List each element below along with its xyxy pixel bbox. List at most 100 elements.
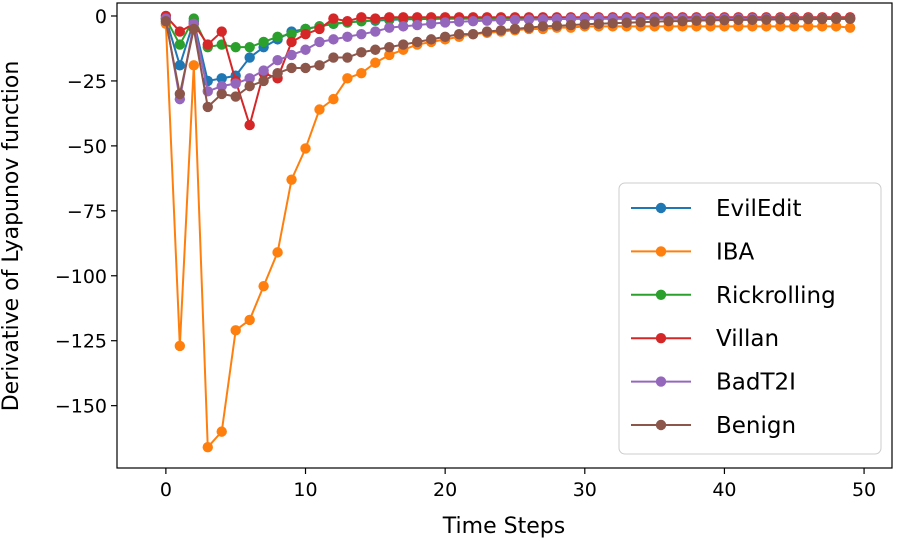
data-point-iba: [202, 442, 213, 453]
data-point-benign: [816, 13, 828, 25]
legend-label-benign: Benign: [716, 413, 796, 439]
y-tick-label: −50: [67, 136, 107, 158]
data-point-iba: [314, 104, 325, 115]
legend-label-rickrolling: Rickrolling: [716, 283, 836, 309]
data-point-rickrolling: [286, 28, 297, 40]
data-point-iba: [216, 426, 227, 437]
data-point-iba: [384, 49, 395, 61]
data-point-villan: [356, 12, 367, 23]
data-point-iba: [272, 247, 283, 258]
legend-marker-badt2i: [655, 376, 667, 387]
y-axis-title: Derivative of Lyapunov function: [0, 61, 24, 412]
data-point-benign: [398, 39, 409, 50]
x-tick-label: 0: [160, 479, 172, 501]
data-point-badt2i: [286, 49, 297, 61]
y-tick-label: −125: [55, 331, 107, 353]
y-tick-label: −150: [55, 396, 107, 418]
data-point-villan: [412, 12, 423, 23]
data-point-benign: [607, 18, 618, 29]
data-point-benign: [453, 28, 465, 40]
legend-marker-benign: [655, 419, 667, 431]
data-point-benign: [160, 15, 172, 27]
data-point-benign: [830, 13, 842, 25]
data-point-benign: [789, 14, 800, 25]
data-point-benign: [174, 88, 186, 100]
data-point-iba: [300, 143, 311, 154]
data-point-benign: [258, 75, 269, 87]
data-point-benign: [523, 22, 535, 33]
data-point-iba: [830, 21, 842, 32]
data-point-badt2i: [258, 65, 269, 76]
data-point-badt2i: [425, 18, 437, 29]
data-point-benign: [663, 15, 674, 27]
data-point-villan: [202, 39, 213, 50]
data-point-rickrolling: [230, 41, 241, 53]
legend-marker-eviledit: [655, 202, 667, 214]
data-point-benign: [565, 19, 577, 31]
data-point-benign: [775, 14, 786, 25]
data-point-benign: [747, 14, 758, 26]
data-point-benign: [272, 67, 283, 79]
data-point-badt2i: [481, 15, 493, 26]
data-point-villan: [216, 26, 227, 37]
data-point-villan: [300, 28, 311, 40]
data-point-badt2i: [272, 54, 283, 66]
data-point-badt2i: [495, 14, 507, 26]
data-point-iba: [803, 21, 814, 32]
data-point-rickrolling: [272, 31, 283, 42]
data-point-benign: [384, 41, 395, 53]
data-point-benign: [803, 13, 814, 25]
data-point-badt2i: [453, 16, 465, 27]
data-point-benign: [495, 25, 507, 36]
data-point-villan: [314, 23, 325, 35]
data-point-iba: [174, 340, 186, 352]
data-point-badt2i: [467, 15, 479, 27]
data-point-iba: [356, 67, 367, 79]
data-point-benign: [188, 23, 200, 35]
legend-marker-iba: [655, 246, 667, 257]
data-point-benign: [286, 62, 297, 74]
data-point-villan: [398, 12, 409, 23]
data-point-benign: [733, 14, 744, 26]
legend-marker-villan: [655, 333, 667, 344]
data-point-benign: [412, 36, 423, 48]
series-benign: [160, 13, 856, 113]
data-point-badt2i: [244, 73, 255, 84]
data-point-eviledit: [244, 52, 255, 63]
data-point-benign: [342, 52, 353, 63]
plot-frame: [116, 2, 893, 469]
data-point-iba: [244, 314, 255, 326]
legend-label-eviledit: EvilEdit: [716, 196, 801, 222]
data-point-benign: [677, 15, 688, 27]
data-point-iba: [286, 174, 297, 185]
x-tick-label: 30: [573, 479, 597, 501]
data-point-villan: [174, 26, 186, 37]
data-point-benign: [300, 62, 311, 74]
data-point-benign: [481, 26, 493, 37]
data-point-badt2i: [342, 31, 353, 42]
series-layer: [160, 10, 856, 453]
y-tick-label: −25: [67, 71, 107, 93]
axes-layer: 0 10 20 30 40 50 0 −25 −50 −75 −100 −125 −150: [55, 6, 876, 501]
data-point-benign: [356, 47, 367, 58]
data-point-benign: [537, 21, 549, 32]
data-point-benign: [202, 101, 213, 113]
data-point-badt2i: [412, 19, 423, 31]
data-point-benign: [761, 14, 772, 25]
data-point-villan: [244, 119, 255, 131]
data-point-iba: [258, 280, 269, 292]
data-point-rickrolling: [258, 36, 269, 48]
data-point-iba: [328, 93, 339, 105]
data-point-benign: [649, 16, 660, 27]
data-point-benign: [467, 28, 479, 40]
data-point-benign: [705, 15, 716, 26]
data-point-benign: [691, 15, 702, 26]
data-point-benign: [230, 91, 241, 102]
x-tick-label: 40: [712, 479, 736, 501]
data-point-iba: [342, 73, 353, 84]
data-point-badt2i: [523, 14, 535, 25]
data-point-rickrolling: [174, 39, 186, 50]
data-point-iba: [188, 60, 200, 71]
data-point-eviledit: [216, 73, 227, 84]
